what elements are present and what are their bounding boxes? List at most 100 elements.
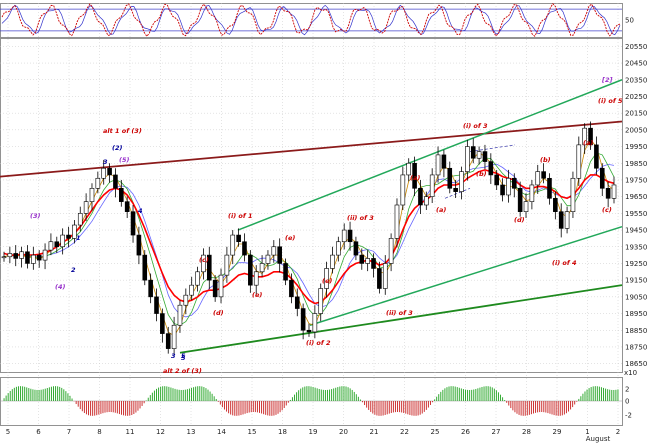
wave-number-label: 1 xyxy=(76,234,81,242)
price-candle xyxy=(558,203,564,238)
candle-body xyxy=(353,241,359,256)
wave-label: (i) of 2 xyxy=(306,339,331,347)
candle-body xyxy=(107,167,112,176)
candle-body xyxy=(89,188,95,202)
wave-number-label: 5 xyxy=(181,354,186,362)
candle-body xyxy=(435,154,441,176)
x-tick-label: 2 xyxy=(616,428,620,436)
candle-body xyxy=(265,254,271,264)
candle-body xyxy=(189,284,194,296)
price-candle xyxy=(394,198,400,248)
wave-number-label: 5 xyxy=(181,352,186,360)
price-candle xyxy=(529,179,535,210)
price-candle xyxy=(95,171,101,194)
candle-body xyxy=(523,201,529,212)
price-candle xyxy=(482,144,488,170)
wave-label: (i) of 4 xyxy=(552,259,577,267)
price-candle xyxy=(130,205,136,243)
candle-body xyxy=(300,308,306,331)
price-candle xyxy=(406,158,412,182)
price-candle xyxy=(72,220,77,244)
candle-body xyxy=(582,127,587,146)
candle-body xyxy=(124,201,130,212)
price-candle xyxy=(594,136,599,175)
candle-body xyxy=(54,241,60,248)
y-tick-label: 19550 xyxy=(625,210,647,218)
price-candle xyxy=(523,193,529,219)
candle-body xyxy=(377,268,382,289)
x-tick-label: 8 xyxy=(97,428,101,436)
price-candle xyxy=(253,265,259,295)
candle-body xyxy=(482,151,488,162)
price-candle xyxy=(306,323,312,337)
candle-body xyxy=(318,288,324,314)
price-candle xyxy=(447,161,453,194)
candle-body xyxy=(418,188,423,206)
x-tick-label: 11 xyxy=(126,428,135,436)
candle-body xyxy=(19,251,24,259)
wave-label: (c) xyxy=(602,206,612,214)
price-panel xyxy=(0,38,623,373)
price-candle xyxy=(553,191,558,220)
price-candle xyxy=(388,233,394,272)
price-candle xyxy=(83,193,89,222)
price-candle xyxy=(189,276,194,301)
price-candle xyxy=(459,166,464,200)
candle-body xyxy=(148,279,153,298)
candle-body xyxy=(206,254,212,281)
histogram-tick-label: 2 xyxy=(625,386,629,394)
y-tick-label: 19250 xyxy=(625,260,647,268)
candle-body xyxy=(177,304,183,326)
y-tick-label: 20550 xyxy=(625,43,647,51)
candle-body xyxy=(72,224,77,239)
x-tick-label: 29 xyxy=(553,428,562,436)
candle-body xyxy=(1,256,7,259)
candle-body xyxy=(553,198,558,212)
wave-label: (i) of 3 xyxy=(463,122,488,130)
candle-body xyxy=(283,263,288,281)
price-candle xyxy=(60,228,65,255)
candle-body xyxy=(242,241,247,256)
price-candle xyxy=(54,236,60,254)
x-month-label: August xyxy=(586,435,611,443)
candle-body xyxy=(558,211,564,229)
candle-body xyxy=(101,167,107,179)
candle-body xyxy=(324,268,329,289)
x-tick-label: 20 xyxy=(339,428,348,436)
price-candle xyxy=(588,121,593,150)
wave-label: alt 2 of (3) xyxy=(163,367,202,375)
candle-body xyxy=(165,333,171,349)
candle-body xyxy=(142,254,148,281)
wave-label: (3) xyxy=(30,212,40,220)
candle-body xyxy=(60,234,65,248)
candle-body xyxy=(424,196,429,206)
price-candle xyxy=(113,168,118,198)
price-candle xyxy=(353,236,359,261)
wave-number-label: 4 xyxy=(138,207,143,215)
price-candle xyxy=(77,206,83,232)
oscillator-line xyxy=(1,2,621,38)
price-candle xyxy=(347,221,353,251)
wave-number-label: 3 xyxy=(103,158,108,166)
wave-label: (d) xyxy=(213,309,224,317)
price-candle xyxy=(412,156,417,196)
price-candle xyxy=(13,245,19,267)
moving-average-blue xyxy=(3,163,615,318)
candle-body xyxy=(306,329,312,333)
price-candle xyxy=(19,246,24,268)
price-candle xyxy=(177,300,183,333)
candle-body xyxy=(271,246,277,256)
price-candle xyxy=(359,248,365,270)
candle-body xyxy=(605,188,611,199)
dashed-guide xyxy=(444,187,471,199)
price-candle xyxy=(294,288,300,317)
candle-body xyxy=(365,258,370,264)
oscillator-level-label: 50 xyxy=(625,17,634,25)
price-candle xyxy=(195,266,200,292)
price-candle xyxy=(435,146,441,183)
candle-body xyxy=(576,144,582,179)
candle-body xyxy=(529,184,535,202)
price-candle xyxy=(259,255,265,277)
x-tick-label: 19 xyxy=(309,428,318,436)
